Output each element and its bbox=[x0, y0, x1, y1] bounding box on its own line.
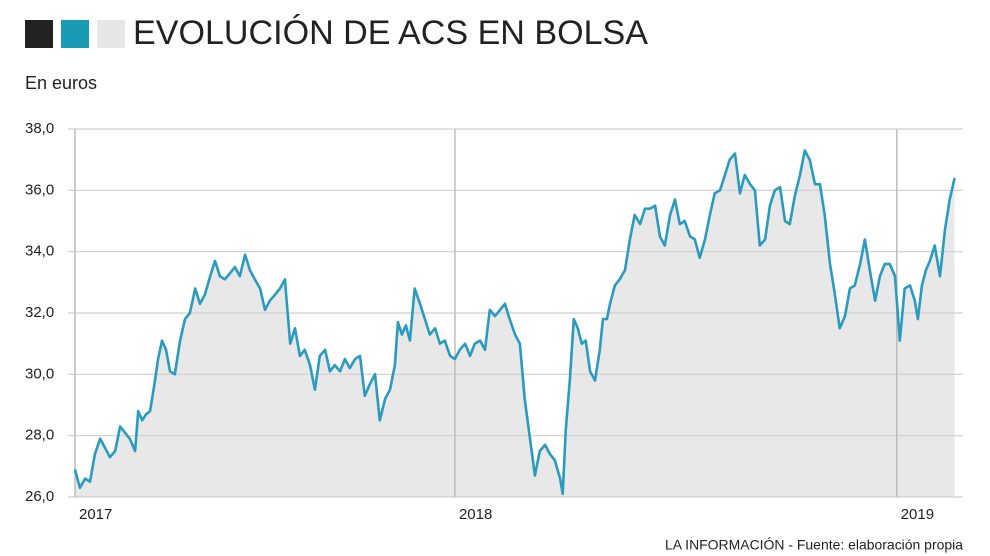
y-tick-label: 30,0 bbox=[25, 365, 54, 382]
y-tick-label: 36,0 bbox=[25, 181, 54, 198]
x-tick-label: 2017 bbox=[79, 506, 112, 523]
y-tick-label: 34,0 bbox=[25, 243, 54, 260]
price-line bbox=[73, 149, 956, 496]
title-square-teal bbox=[61, 20, 89, 48]
x-tick-label: 2019 bbox=[901, 506, 934, 523]
source-note: LA INFORMACIÓN - Fuente: elaboración pro… bbox=[665, 537, 963, 553]
y-tick-label: 32,0 bbox=[25, 304, 54, 321]
title-square-dark bbox=[25, 20, 53, 48]
x-tick-label: 2018 bbox=[459, 506, 492, 523]
chart-subtitle: En euros bbox=[25, 73, 97, 93]
chart-title: EVOLUCIÓN DE ACS EN BOLSA bbox=[133, 14, 648, 52]
y-tick-label: 28,0 bbox=[25, 427, 54, 444]
area bbox=[75, 150, 955, 497]
title-square-light bbox=[97, 20, 125, 48]
y-tick-label: 38,0 bbox=[25, 120, 54, 137]
y-tick-label: 26,0 bbox=[25, 488, 54, 505]
